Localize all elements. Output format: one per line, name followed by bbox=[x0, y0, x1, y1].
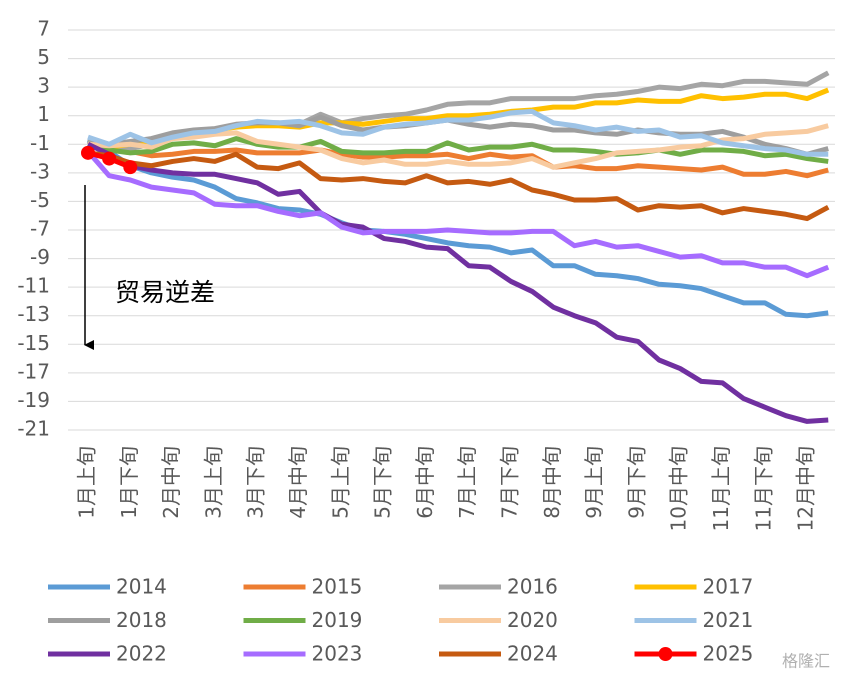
y-tick-label: 5 bbox=[37, 45, 50, 69]
x-tick-label: 6月中旬 bbox=[413, 446, 437, 519]
series-marker bbox=[81, 145, 95, 160]
y-tick-label: -5 bbox=[30, 188, 50, 212]
x-tick-label: 5月上旬 bbox=[328, 446, 352, 519]
series-marker bbox=[123, 160, 138, 175]
legend-label: 2019 bbox=[312, 608, 363, 632]
watermark: 格隆汇 bbox=[782, 652, 830, 671]
legend-label: 2021 bbox=[703, 608, 754, 632]
y-tick-label: -1 bbox=[30, 131, 50, 155]
y-tick-label: 7 bbox=[37, 17, 50, 41]
series-line bbox=[87, 139, 829, 179]
x-tick-label: 1月下旬 bbox=[117, 446, 141, 519]
x-tick-label: 5月下旬 bbox=[371, 446, 395, 519]
x-tick-label: 7月上旬 bbox=[455, 446, 479, 519]
series-line bbox=[87, 123, 829, 170]
y-tick-label: -21 bbox=[17, 417, 50, 441]
x-tick-label: 12月中旬 bbox=[794, 446, 818, 531]
y-tick-label: -11 bbox=[17, 274, 50, 298]
series-line bbox=[86, 142, 829, 424]
series-marker bbox=[102, 151, 117, 166]
x-tick-label: 3月下旬 bbox=[244, 446, 268, 519]
legend-label: 2016 bbox=[507, 575, 558, 599]
legend-label: 2020 bbox=[507, 608, 558, 632]
x-tick-label: 11月下旬 bbox=[751, 446, 775, 531]
x-tick-label: 4月中旬 bbox=[286, 446, 310, 519]
x-tick-label: 9月下旬 bbox=[624, 446, 648, 519]
series-line bbox=[87, 136, 829, 164]
legend-label: 2025 bbox=[703, 642, 754, 666]
series-line bbox=[87, 150, 830, 222]
legend-label: 2023 bbox=[312, 642, 363, 666]
y-tick-label: 3 bbox=[37, 74, 50, 98]
legend-label: 2014 bbox=[116, 575, 167, 599]
x-tick-label: 1月上旬 bbox=[75, 446, 99, 519]
legend-label: 2022 bbox=[116, 642, 167, 666]
series-line bbox=[86, 149, 830, 279]
y-tick-label: -15 bbox=[17, 331, 50, 355]
y-tick-label: -9 bbox=[30, 245, 50, 269]
legend-label: 2024 bbox=[507, 642, 558, 666]
legend-marker bbox=[658, 647, 673, 661]
legend-label: 2017 bbox=[703, 575, 754, 599]
x-tick-label: 11月上旬 bbox=[709, 446, 733, 531]
y-tick-label: -17 bbox=[17, 359, 50, 383]
y-tick-label: 1 bbox=[37, 102, 50, 126]
x-tick-label: 2月中旬 bbox=[159, 446, 183, 519]
series-line bbox=[87, 108, 829, 157]
y-tick-label: -19 bbox=[17, 388, 50, 412]
y-tick-label: -13 bbox=[17, 302, 50, 326]
x-tick-label: 10月中旬 bbox=[667, 446, 691, 531]
x-tick-label: 3月上旬 bbox=[201, 446, 225, 519]
series-line bbox=[86, 137, 829, 319]
x-tick-label: 8月中旬 bbox=[540, 446, 564, 519]
x-tick-label: 9月上旬 bbox=[582, 446, 606, 519]
annotation: 贸易逆差 bbox=[115, 278, 215, 307]
legend-label: 2015 bbox=[312, 575, 363, 599]
y-tick-label: -7 bbox=[30, 217, 50, 241]
x-tick-label: 7月下旬 bbox=[498, 446, 522, 519]
y-tick-label: -3 bbox=[30, 159, 50, 183]
legend-label: 2018 bbox=[116, 608, 167, 632]
